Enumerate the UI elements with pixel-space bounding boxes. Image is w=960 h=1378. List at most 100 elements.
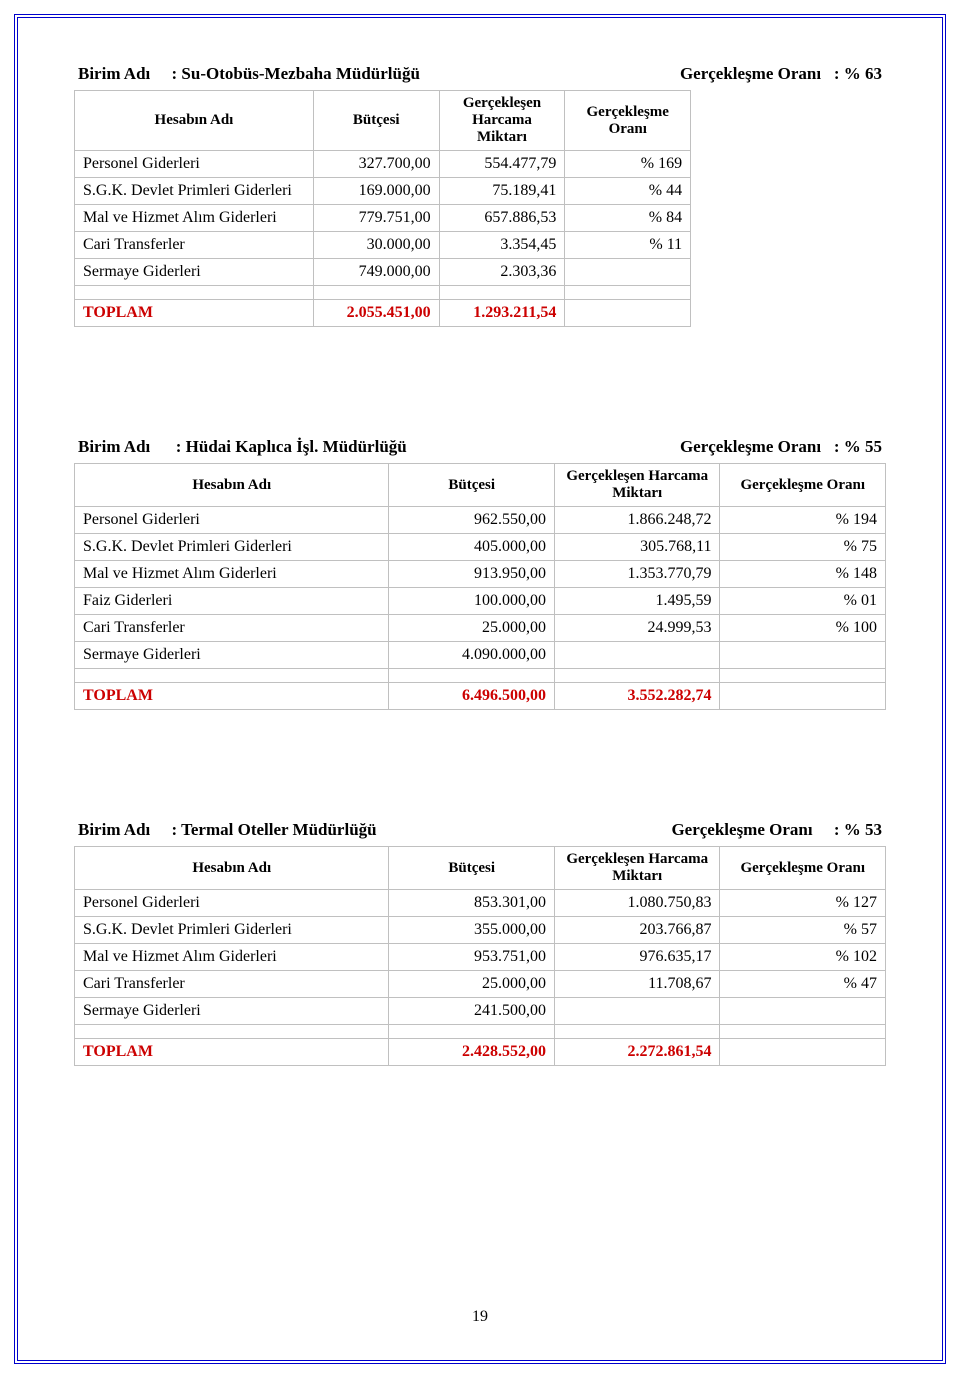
cell-num: 3.354,45 — [439, 232, 565, 259]
th-ratio: Gerçekleşme Oranı — [720, 847, 886, 890]
th-budget: Bütçesi — [389, 464, 555, 507]
cell-num: 2.428.552,00 — [389, 1039, 555, 1066]
section-3: Birim Adı : Termal Oteller Müdürlüğü Ger… — [74, 820, 886, 1066]
table-row: Mal ve Hizmet Alım Giderleri913.950,001.… — [75, 561, 886, 588]
cell-num: 405.000,00 — [389, 534, 555, 561]
cell-name: Sermaye Giderleri — [75, 259, 314, 286]
cell-name: Mal ve Hizmet Alım Giderleri — [75, 561, 389, 588]
cell-num: 241.500,00 — [389, 998, 555, 1025]
cell-num: 1.080.750,83 — [554, 890, 720, 917]
table-spacer — [75, 286, 691, 300]
cell-name: Sermaye Giderleri — [75, 642, 389, 669]
th-budget: Bütçesi — [313, 91, 439, 151]
table-1: Hesabın Adı Bütçesi Gerçekleşen Harcama … — [74, 90, 691, 327]
cell-pct: % 47 — [720, 971, 886, 998]
cell-num: 1.866.248,72 — [554, 507, 720, 534]
cell-pct — [720, 683, 886, 710]
table-total: TOPLAM2.428.552,002.272.861,54 — [75, 1039, 886, 1066]
section-2-title: Birim Adı : Hüdai Kaplıca İşl. Müdürlüğü… — [74, 437, 886, 457]
cell-name: Personel Giderleri — [75, 507, 389, 534]
cell-num: 169.000,00 — [313, 178, 439, 205]
cell-num: 6.496.500,00 — [389, 683, 555, 710]
table-row: Cari Transferler25.000,0011.708,67% 47 — [75, 971, 886, 998]
cell-num: 1.353.770,79 — [554, 561, 720, 588]
cell-num: 75.189,41 — [439, 178, 565, 205]
table-row: Sermaye Giderleri241.500,00 — [75, 998, 886, 1025]
cell-pct — [720, 1039, 886, 1066]
table-row: S.G.K. Devlet Primleri Giderleri169.000,… — [75, 178, 691, 205]
cell-num: 3.552.282,74 — [554, 683, 720, 710]
cell-num: 554.477,79 — [439, 151, 565, 178]
cell-num: 657.886,53 — [439, 205, 565, 232]
table-total: TOPLAM2.055.451,001.293.211,54 — [75, 300, 691, 327]
table-row: Mal ve Hizmet Alım Giderleri953.751,0097… — [75, 944, 886, 971]
cell-pct — [565, 259, 691, 286]
cell-pct: % 75 — [720, 534, 886, 561]
cell-num: 203.766,87 — [554, 917, 720, 944]
cell-name: S.G.K. Devlet Primleri Giderleri — [75, 917, 389, 944]
th-name: Hesabın Adı — [75, 847, 389, 890]
section-3-title-right: Gerçekleşme Oranı : % 53 — [671, 820, 882, 840]
cell-num: 100.000,00 — [389, 588, 555, 615]
table-2: Hesabın Adı Bütçesi Gerçekleşen Harcama … — [74, 463, 886, 710]
cell-pct: % 11 — [565, 232, 691, 259]
th-name: Hesabın Adı — [75, 464, 389, 507]
cell-pct: % 57 — [720, 917, 886, 944]
cell-num: 953.751,00 — [389, 944, 555, 971]
table-row: S.G.K. Devlet Primleri Giderleri405.000,… — [75, 534, 886, 561]
cell-num: 305.768,11 — [554, 534, 720, 561]
cell-num: 11.708,67 — [554, 971, 720, 998]
th-ratio: Gerçekleşme Oranı — [720, 464, 886, 507]
cell-name: Cari Transferler — [75, 971, 389, 998]
cell-num: 913.950,00 — [389, 561, 555, 588]
th-actual: Gerçekleşen Harcama Miktarı — [554, 847, 720, 890]
section-1-title-right: Gerçekleşme Oranı : % 63 — [680, 64, 882, 84]
table-3-header: Hesabın Adı Bütçesi Gerçekleşen Harcama … — [75, 847, 886, 890]
table-1-header: Hesabın Adı Bütçesi Gerçekleşen Harcama … — [75, 91, 691, 151]
section-1-title-left: Birim Adı : Su-Otobüs-Mezbaha Müdürlüğü — [78, 64, 420, 84]
th-actual: Gerçekleşen Harcama Miktarı — [439, 91, 565, 151]
table-spacer — [75, 1025, 886, 1039]
table-row: Cari Transferler25.000,0024.999,53% 100 — [75, 615, 886, 642]
cell-pct: % 127 — [720, 890, 886, 917]
cell-num: 327.700,00 — [313, 151, 439, 178]
cell-num: 2.055.451,00 — [313, 300, 439, 327]
cell-pct: % 102 — [720, 944, 886, 971]
cell-pct: % 44 — [565, 178, 691, 205]
table-total: TOPLAM6.496.500,003.552.282,74 — [75, 683, 886, 710]
cell-name: Cari Transferler — [75, 615, 389, 642]
cell-pct: % 84 — [565, 205, 691, 232]
th-ratio: Gerçekleşme Oranı — [565, 91, 691, 151]
table-row: Sermaye Giderleri749.000,002.303,36 — [75, 259, 691, 286]
cell-num — [554, 998, 720, 1025]
table-2-header: Hesabın Adı Bütçesi Gerçekleşen Harcama … — [75, 464, 886, 507]
cell-pct — [720, 642, 886, 669]
cell-pct — [565, 300, 691, 327]
section-2: Birim Adı : Hüdai Kaplıca İşl. Müdürlüğü… — [74, 437, 886, 710]
section-2-title-left: Birim Adı : Hüdai Kaplıca İşl. Müdürlüğü — [78, 437, 407, 457]
th-budget: Bütçesi — [389, 847, 555, 890]
section-1-title: Birim Adı : Su-Otobüs-Mezbaha Müdürlüğü … — [74, 64, 886, 84]
section-2-title-right: Gerçekleşme Oranı : % 55 — [680, 437, 882, 457]
cell-num: 853.301,00 — [389, 890, 555, 917]
page-frame: Birim Adı : Su-Otobüs-Mezbaha Müdürlüğü … — [14, 14, 946, 1364]
cell-num: 962.550,00 — [389, 507, 555, 534]
section-3-title-left: Birim Adı : Termal Oteller Müdürlüğü — [78, 820, 377, 840]
cell-pct — [720, 998, 886, 1025]
th-name: Hesabın Adı — [75, 91, 314, 151]
cell-num: 30.000,00 — [313, 232, 439, 259]
table-row: Sermaye Giderleri4.090.000,00 — [75, 642, 886, 669]
section-1: Birim Adı : Su-Otobüs-Mezbaha Müdürlüğü … — [74, 64, 886, 327]
table-row: S.G.K. Devlet Primleri Giderleri355.000,… — [75, 917, 886, 944]
cell-num — [554, 642, 720, 669]
cell-name: Personel Giderleri — [75, 151, 314, 178]
cell-name: Cari Transferler — [75, 232, 314, 259]
cell-name: Sermaye Giderleri — [75, 998, 389, 1025]
cell-num: 976.635,17 — [554, 944, 720, 971]
cell-num: 355.000,00 — [389, 917, 555, 944]
cell-num: 1.495,59 — [554, 588, 720, 615]
cell-num: 4.090.000,00 — [389, 642, 555, 669]
cell-num: 25.000,00 — [389, 971, 555, 998]
cell-pct: % 01 — [720, 588, 886, 615]
table-3: Hesabın Adı Bütçesi Gerçekleşen Harcama … — [74, 846, 886, 1066]
